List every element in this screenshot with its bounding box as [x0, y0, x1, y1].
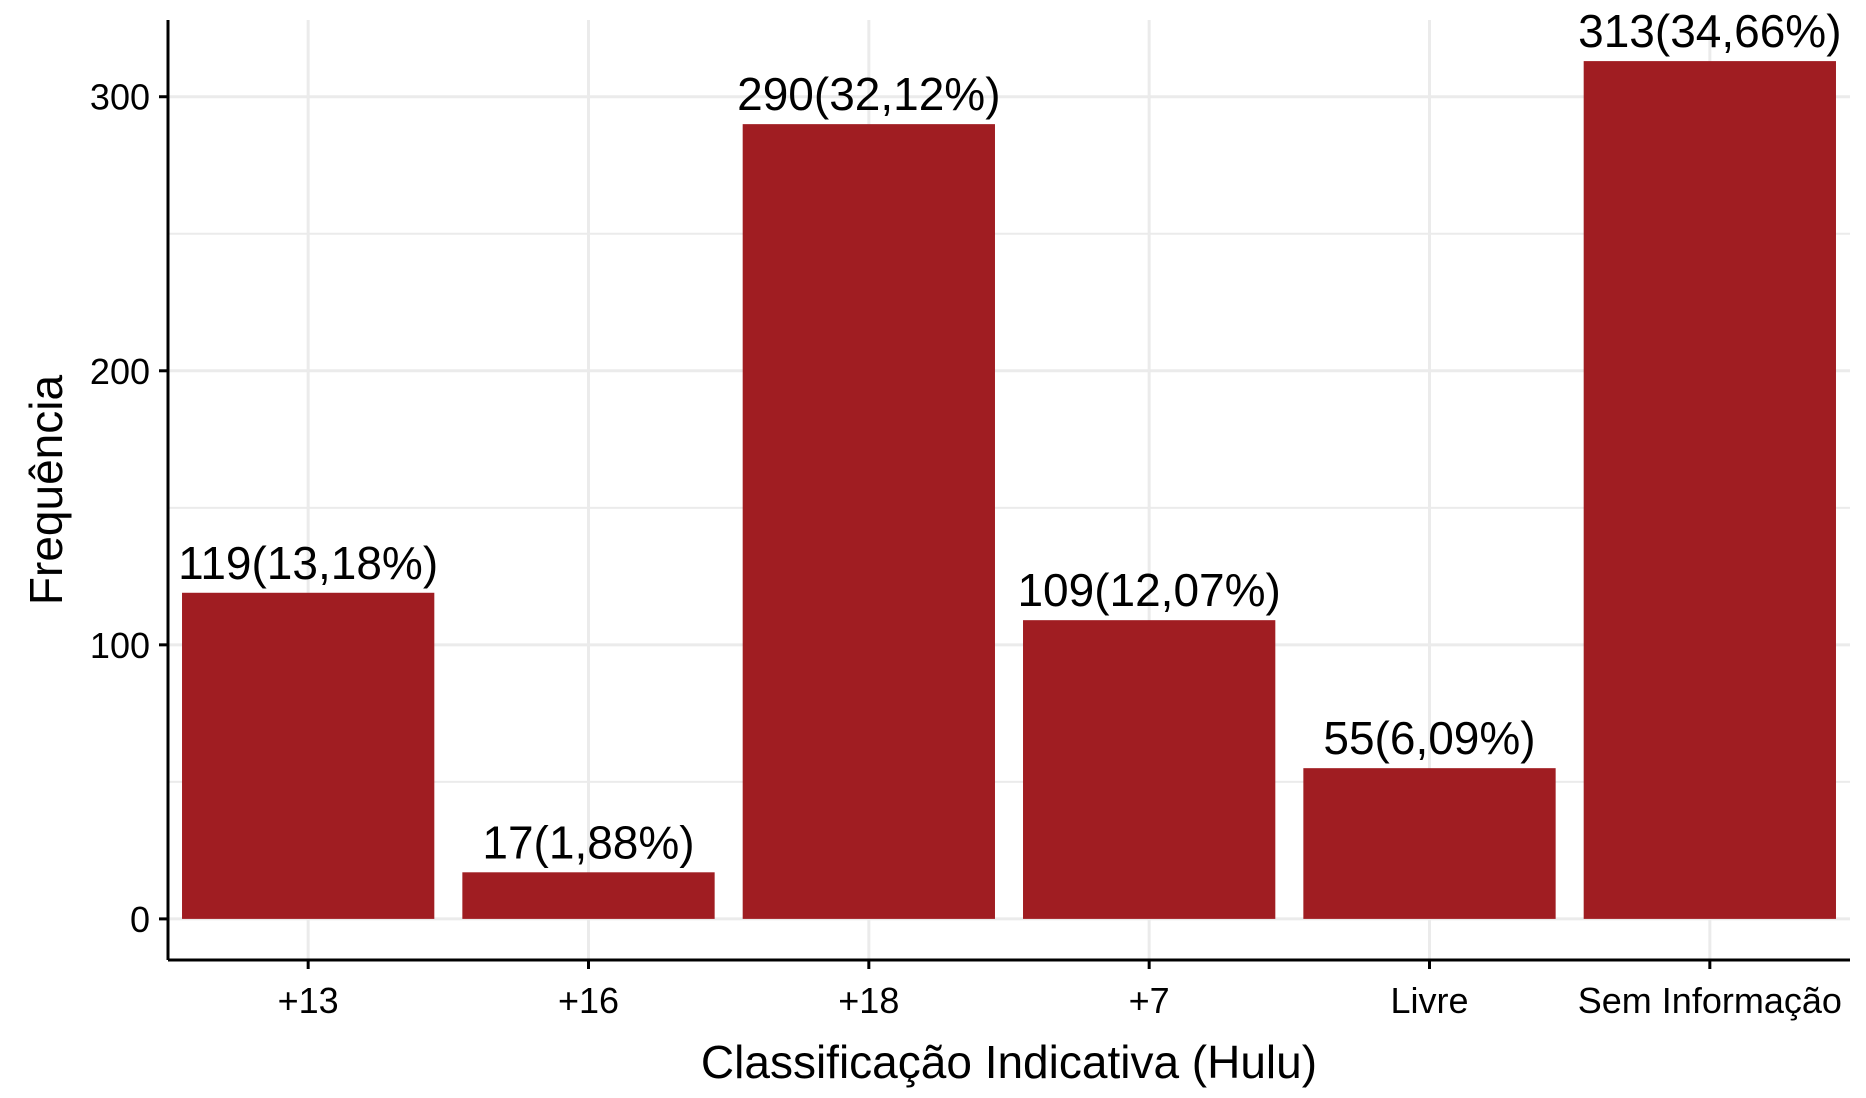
bar-data-label: 55(6,09%): [1323, 712, 1535, 764]
bar-data-label: 290(32,12%): [737, 68, 1000, 120]
bar: [742, 124, 995, 919]
bar-data-label: 313(34,66%): [1578, 5, 1841, 57]
axis-layer: [166, 20, 1850, 962]
bar: [462, 872, 715, 919]
x-tick-label: Livre: [1390, 980, 1468, 1021]
bar-data-label: 119(13,18%): [178, 537, 438, 589]
bar: [1583, 61, 1836, 919]
x-tick-label: +18: [838, 980, 899, 1021]
bar-layer: [182, 61, 1836, 919]
y-axis-title: Frequência: [20, 375, 72, 606]
bar: [1303, 768, 1556, 919]
x-tick-layer: +13 +16 +18 +7 Livre Sem Informação: [278, 960, 1842, 1021]
y-tick-label: 200: [90, 351, 150, 392]
y-tick-label: 0: [130, 899, 150, 940]
x-tick-label: +16: [558, 980, 619, 1021]
bar-data-label: 109(12,07%): [1017, 564, 1280, 616]
bar: [1023, 620, 1276, 919]
x-axis-title: Classificação Indicativa (Hulu): [701, 1036, 1317, 1088]
x-tick-label: +13: [278, 980, 339, 1021]
data-label-layer: 119(13,18%) 17(1,88%) 290(32,12%) 109(12,07…: [178, 5, 1841, 868]
bar: [182, 592, 435, 919]
x-tick-label: Sem Informação: [1578, 980, 1842, 1021]
bar-data-label: 17(1,88%): [482, 816, 694, 868]
y-tick-layer: 0 100 200 300: [90, 77, 168, 940]
y-tick-label: 300: [90, 77, 150, 118]
x-tick-label: +7: [1129, 980, 1170, 1021]
y-tick-label: 100: [90, 625, 150, 666]
